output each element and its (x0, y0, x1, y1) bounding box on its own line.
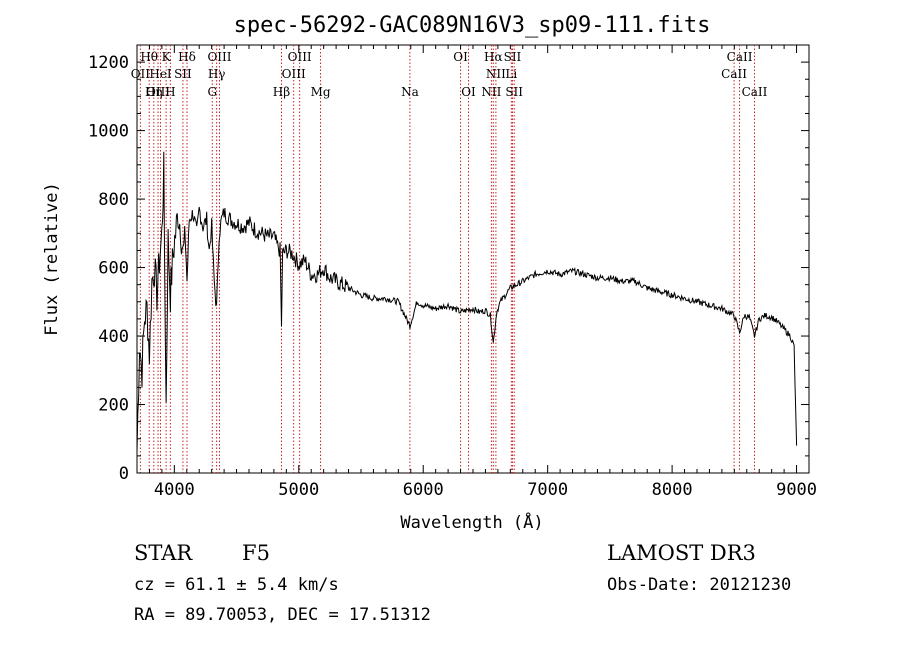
line-label: SII (504, 50, 522, 64)
y-tick-label: 400 (98, 327, 129, 347)
axis-ticks: 4000 5000 6000 7000 8000 9000 0 200 400 600 800 100… (88, 45, 817, 500)
survey-name: LAMOST DR3 (607, 541, 756, 565)
line-label: CaII (727, 50, 753, 64)
line-label: OIII (207, 50, 231, 64)
line-label: NII (486, 67, 506, 81)
y-tick-label: 800 (98, 190, 129, 210)
x-tick-label: 9000 (776, 480, 817, 500)
line-label: OIII (146, 85, 170, 99)
plot-frame (136, 44, 810, 474)
y-tick-label: 600 (98, 259, 129, 279)
x-tick-label: 5000 (278, 480, 319, 500)
line-label: OI (453, 50, 468, 64)
x-tick-label: 8000 (652, 480, 693, 500)
line-label: CaII (742, 85, 768, 99)
line-label: OIII (282, 67, 306, 81)
line-label: H (165, 85, 175, 99)
x-tick-label: 4000 (154, 480, 195, 500)
redshift-velocity: cz = 61.1 ± 5.4 km/s (134, 575, 339, 595)
spectral-line-markers (139, 45, 755, 473)
line-label: OII (131, 67, 151, 81)
line-label: OI (461, 85, 476, 99)
x-tick-label: 6000 (403, 480, 444, 500)
object-class: STAR (134, 541, 193, 565)
y-tick-label: 200 (98, 396, 129, 416)
line-label: SII (505, 85, 523, 99)
observation-date: Obs-Date: 20121230 (607, 575, 791, 595)
y-tick-label: 1200 (88, 53, 129, 73)
chart-title: spec-56292-GAC089N16V3_sp09-111.fits (234, 13, 711, 38)
y-tick-label: 0 (119, 464, 129, 484)
line-label: Hθ (140, 50, 158, 64)
spectrum-line (136, 151, 798, 453)
line-label: Hγ (208, 67, 226, 81)
line-label: CaII (721, 67, 747, 81)
line-label: G (207, 85, 217, 99)
line-label: Hα (484, 50, 503, 64)
line-label: Li (505, 67, 517, 81)
line-label: Hδ (178, 50, 196, 64)
x-axis-label: Wavelength (Å) (400, 511, 543, 533)
line-label: Hη (145, 85, 163, 99)
line-label: OIII (288, 50, 312, 64)
line-label: HeI (149, 67, 172, 81)
object-subclass: F5 (242, 541, 270, 565)
line-label: Na (401, 85, 419, 99)
line-label: Hβ (273, 85, 290, 99)
coordinates: RA = 89.70053, DEC = 17.51312 (134, 605, 431, 625)
line-label: K (162, 50, 172, 64)
line-label: NII (481, 85, 501, 99)
x-tick-label: 7000 (527, 480, 568, 500)
line-label: SII (174, 67, 192, 81)
line-label: Mg (311, 85, 331, 99)
y-axis-label: Flux (relative) (42, 182, 62, 336)
y-tick-label: 1000 (88, 122, 129, 142)
